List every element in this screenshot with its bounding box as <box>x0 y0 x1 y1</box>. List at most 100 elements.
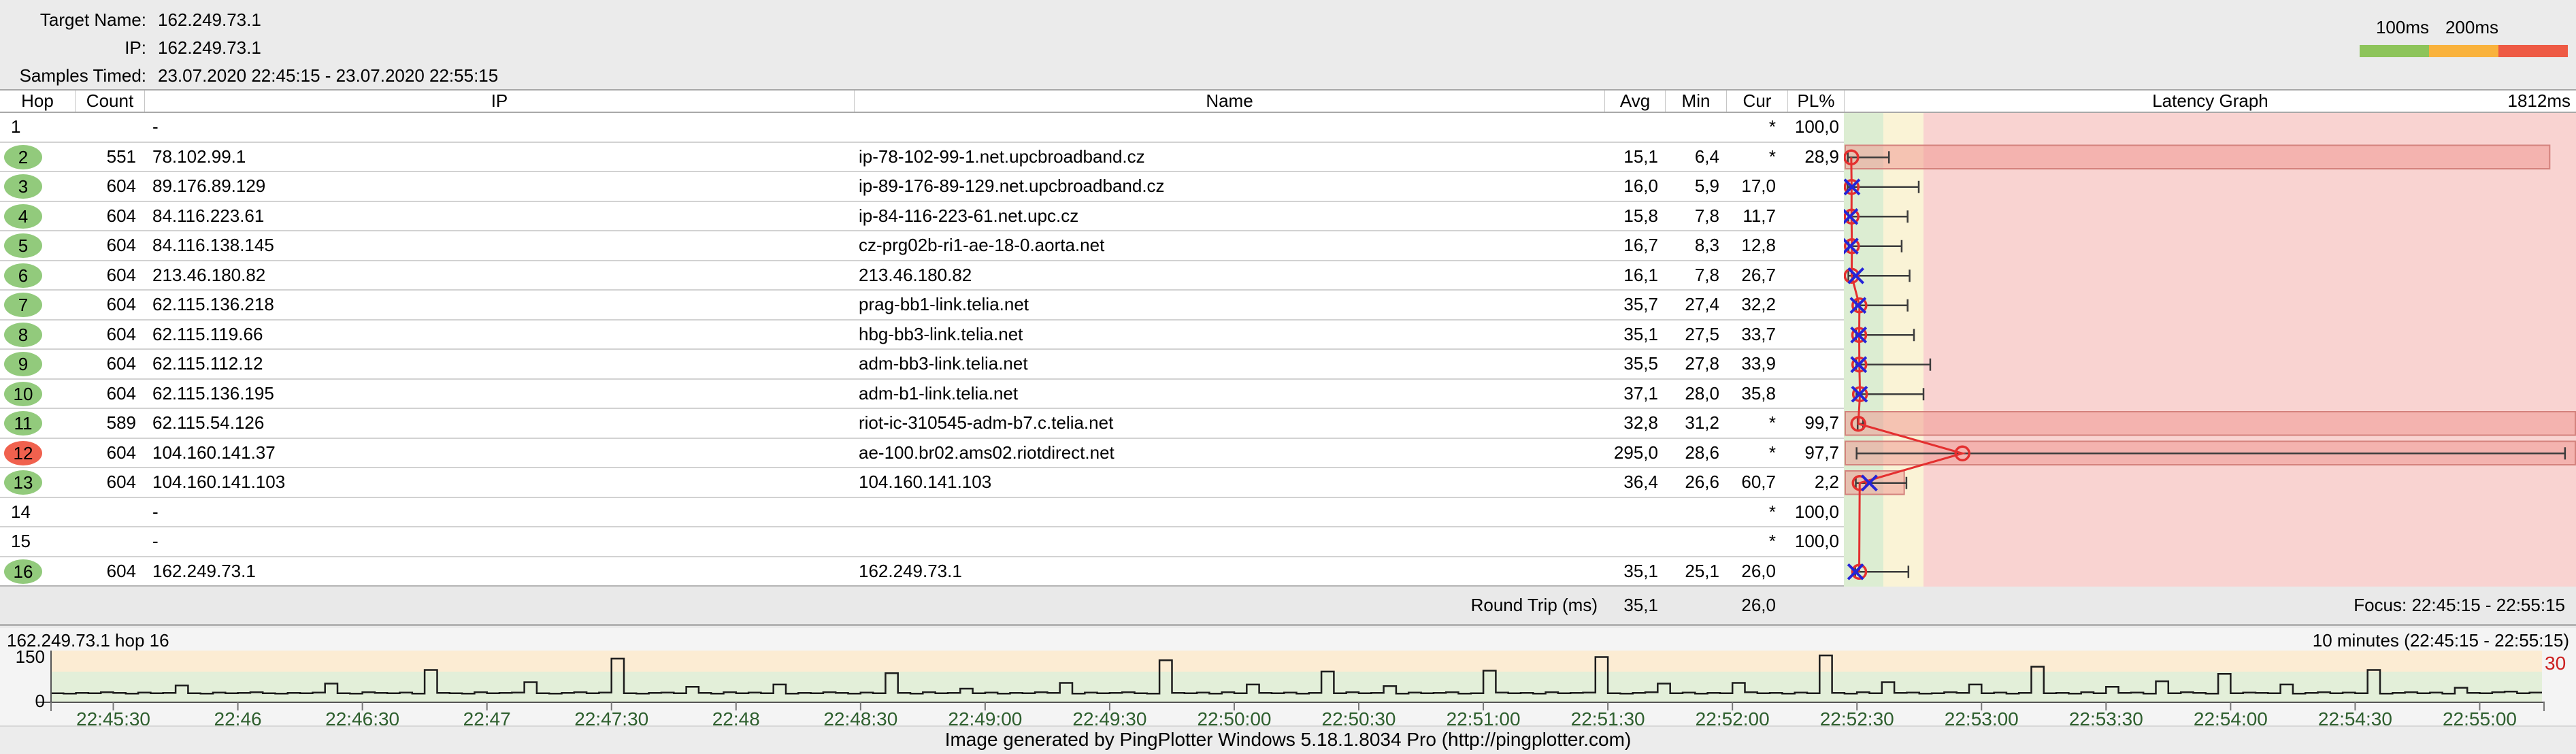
avg-cell: 35,1 <box>1623 560 1658 581</box>
timeline-graph[interactable]: 22:45:30 22:46 22:46:30 22:47 22:47:30 22:48 2… <box>0 651 2576 725</box>
pl-cell: 28,9 <box>1804 146 1839 167</box>
timeline-range-label: 10 minutes (22:45:15 - 22:55:15) <box>2312 630 2569 651</box>
avg-cell: 16,7 <box>1623 235 1658 255</box>
latency-zone-green <box>1844 113 1883 587</box>
timeline-tick-label: 22:52:30 <box>1820 708 1894 725</box>
ip-cell: 62.115.112.12 <box>152 353 263 374</box>
ip-cell: 62.115.54.126 <box>152 412 265 433</box>
min-cell: 27,8 <box>1685 353 1719 374</box>
min-cell: 28,6 <box>1685 442 1719 463</box>
hop-status-badge: 10 <box>4 381 42 406</box>
timeline-tick-label: 22:48:30 <box>823 708 897 725</box>
name-cell: riot-ic-310545-adm-b7.c.telia.net <box>859 412 1114 433</box>
name-cell <box>859 527 1600 556</box>
timeline-tick-label: 22:48 <box>712 708 760 725</box>
min-cell: 7,8 <box>1694 264 1719 285</box>
pl-cell <box>1779 291 1839 319</box>
timeline-tick-label: 22:55:00 <box>2443 708 2517 725</box>
ip-cell: 62.115.119.66 <box>152 323 263 344</box>
ip-cell: 84.116.223.61 <box>152 205 265 226</box>
latency-zone-yellow <box>1883 113 1923 587</box>
cur-cell: 12,8 <box>1741 235 1776 255</box>
pl-cell: 99,7 <box>1804 412 1839 433</box>
legend-green-segment <box>2360 45 2429 57</box>
ip-cell: 104.160.141.37 <box>152 442 276 463</box>
timeline-tick-label: 22:54:30 <box>2318 708 2392 725</box>
timeline-tick-label: 22:53:00 <box>1945 708 2019 725</box>
timeline-tick-label: 22:50:00 <box>1197 708 1271 725</box>
samples-timed-label: Samples Timed: <box>19 65 146 86</box>
pl-cell <box>1779 321 1839 349</box>
count-cell: 589 <box>106 412 136 433</box>
timeline-tick-label: 22:47:30 <box>574 708 648 725</box>
timeline-current-value: 30 <box>2545 653 2566 674</box>
timeline-tick-label: 22:50:30 <box>1322 708 1396 725</box>
pl-cell <box>1779 172 1839 201</box>
ip-cell: 213.46.180.82 <box>152 264 266 285</box>
min-cell: 27,4 <box>1685 294 1719 314</box>
hop-status-badge: 16 <box>4 559 42 584</box>
name-cell: 104.160.141.103 <box>859 472 992 492</box>
footer-credit-bar: Image generated by PingPlotter Windows 5… <box>0 725 2576 754</box>
name-cell: prag-bb1-link.telia.net <box>859 294 1029 314</box>
avg-cell: 35,7 <box>1623 294 1658 314</box>
cur-cell: * <box>1768 146 1776 167</box>
count-cell: 604 <box>106 382 136 404</box>
avg-cell <box>1599 498 1658 527</box>
hop-status-badge: 3 <box>4 174 42 199</box>
timeline-tick-label: 22:52:00 <box>1696 708 1770 725</box>
timeline-y-min-label: 0 <box>35 691 45 711</box>
cur-cell: 26,7 <box>1741 264 1776 285</box>
avg-cell: 37,1 <box>1623 382 1658 404</box>
name-cell: 162.249.73.1 <box>859 560 962 581</box>
timeline-tick-label: 22:49:30 <box>1072 708 1146 725</box>
avg-cell: 15,8 <box>1623 205 1658 226</box>
min-cell: 5,9 <box>1694 176 1719 196</box>
timeline-tick-label: 22:51:00 <box>1447 708 1521 725</box>
column-header-latency-graph[interactable]: Latency Graph 1812ms <box>1844 91 2576 112</box>
min-cell: 28,0 <box>1685 382 1719 404</box>
cur-cell: 33,7 <box>1741 323 1776 344</box>
hop-status-badge: 12 <box>4 440 42 465</box>
footer-credit-text: Image generated by PingPlotter Windows 5… <box>944 729 1632 750</box>
ip-cell: 84.116.138.145 <box>152 235 274 255</box>
pl-cell: 100,0 <box>1794 116 1839 137</box>
timeline-tick-label: 22:47 <box>463 708 511 725</box>
samples-timed-value: 23.07.2020 22:45:15 - 23.07.2020 22:55:1… <box>158 65 499 86</box>
avg-cell: 295,0 <box>1613 442 1658 463</box>
column-header-count[interactable]: Count <box>75 91 144 112</box>
cur-cell: 11,7 <box>1743 205 1776 226</box>
cur-cell: * <box>1768 501 1776 522</box>
column-header-ip[interactable]: IP <box>144 91 854 112</box>
name-cell: hbg-bb3-link.telia.net <box>859 323 1023 344</box>
ip-label: IP: <box>125 37 146 58</box>
hop-status-badge: 13 <box>4 470 42 495</box>
column-header-pl[interactable]: PL% <box>1787 91 1844 112</box>
legend-200ms-label: 200ms <box>2445 17 2498 37</box>
latency-graph-title: Latency Graph <box>2152 91 2268 111</box>
column-header-avg[interactable]: Avg <box>1604 91 1665 112</box>
pl-cell: 2,2 <box>1814 472 1839 492</box>
hop-status-badge: 2 <box>4 144 42 169</box>
latency-graph-plot <box>1844 144 2576 580</box>
timeline-tick-label: 22:51:30 <box>1571 708 1645 725</box>
target-name-value: 162.249.73.1 <box>158 10 261 30</box>
latency-graph-column[interactable] <box>1844 113 2576 587</box>
target-name-label: Target Name: <box>39 10 146 30</box>
latency-scale-max-label: 1812ms <box>2507 91 2571 111</box>
name-cell: ae-100.br02.ams02.riotdirect.net <box>859 442 1114 463</box>
column-header-hop[interactable]: Hop <box>21 91 54 111</box>
timeline-tick-label: 22:54:00 <box>2194 708 2268 725</box>
column-header-cur[interactable]: Cur <box>1726 91 1787 112</box>
count-cell: 604 <box>106 353 136 374</box>
min-cell: 31,2 <box>1685 412 1719 433</box>
pl-cell <box>1779 557 1839 586</box>
cur-cell: * <box>1768 116 1776 137</box>
column-header-min[interactable]: Min <box>1665 91 1726 112</box>
round-trip-label: Round Trip (ms) <box>1470 595 1598 615</box>
cur-cell: 26,0 <box>1741 560 1776 581</box>
name-cell <box>859 113 1600 142</box>
ip-cell: - <box>152 501 159 522</box>
column-header-name[interactable]: Name <box>854 91 1604 112</box>
ip-value: 162.249.73.1 <box>158 37 261 58</box>
